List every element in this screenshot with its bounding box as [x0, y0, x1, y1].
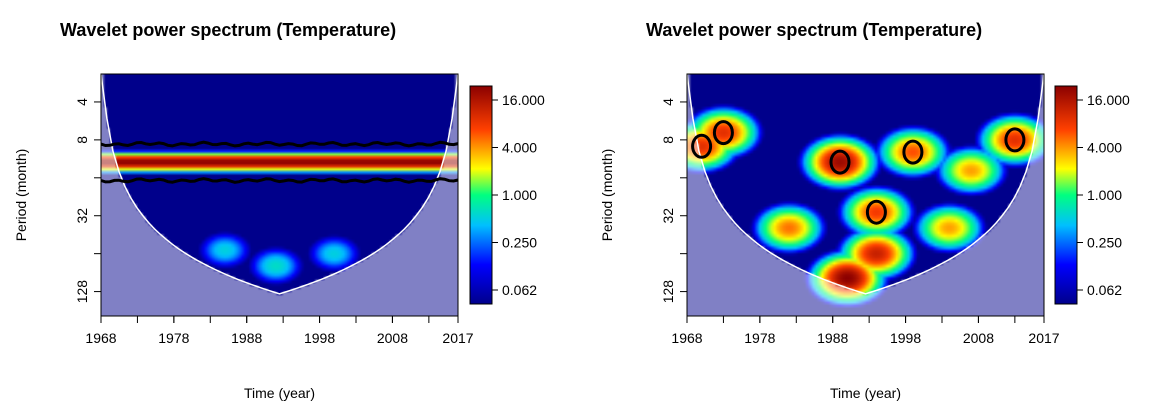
x-tick-label: 2008 — [963, 330, 994, 346]
significance-contour — [100, 177, 459, 184]
significance-contour — [902, 139, 924, 165]
x-tick-label: 1998 — [304, 330, 335, 346]
x-tick-label: 1968 — [671, 330, 702, 346]
y-tick-label: 32 — [74, 208, 90, 224]
x-tick-label: 1968 — [85, 330, 116, 346]
chart-title: Wavelet power spectrum (Temperature) — [646, 20, 982, 40]
x-axis-label: Time (year) — [830, 385, 901, 401]
cone-of-influence — [686, 73, 1045, 295]
panel-2: Wavelet power spectrum (Temperature) 1968… — [599, 20, 1130, 401]
cone-of-influence — [100, 73, 459, 295]
x-tick-label: 1998 — [890, 330, 921, 346]
y-tick-label: 4 — [74, 98, 90, 106]
x-tick-label: 1988 — [817, 330, 848, 346]
colorbar-label: 0.250 — [1087, 235, 1122, 251]
significance-contour — [712, 120, 734, 146]
y-tick-label: 32 — [660, 208, 676, 224]
y-axis-label: Period (month) — [599, 149, 615, 242]
significance-contour — [829, 149, 851, 175]
colorbar-label: 1.000 — [1087, 187, 1122, 203]
colorbar-label: 1.000 — [502, 187, 537, 203]
x-axis-label: Time (year) — [244, 385, 315, 401]
colorbar-label: 0.250 — [502, 235, 537, 251]
heatmap-raster — [687, 74, 1044, 316]
colorbar-label: 16.000 — [1087, 92, 1130, 108]
y-tick-label: 128 — [74, 280, 90, 304]
colorbar-label: 16.000 — [502, 92, 545, 108]
significance-contour — [1004, 127, 1026, 153]
significance-contour — [100, 140, 459, 148]
y-tick-label: 8 — [660, 136, 676, 144]
colorbar — [1054, 85, 1078, 305]
x-tick-label: 2017 — [442, 330, 473, 346]
colorbar-label: 0.062 — [502, 282, 537, 298]
x-tick-label: 1978 — [158, 330, 189, 346]
panel-1: Wavelet power spectrum (Temperature) 1968… — [13, 20, 545, 401]
colorbar-label: 4.000 — [502, 140, 537, 156]
x-tick-label: 1978 — [744, 330, 775, 346]
x-tick-label: 2017 — [1028, 330, 1059, 346]
colorbar-label: 0.062 — [1087, 282, 1122, 298]
y-tick-label: 4 — [660, 98, 676, 106]
x-tick-label: 2008 — [377, 330, 408, 346]
y-tick-label: 128 — [660, 280, 676, 304]
x-tick-label: 1988 — [231, 330, 262, 346]
chart-title: Wavelet power spectrum (Temperature) — [60, 20, 396, 40]
colorbar — [469, 85, 493, 305]
colorbar-label: 4.000 — [1087, 140, 1122, 156]
y-tick-label: 8 — [74, 136, 90, 144]
significance-contour — [865, 199, 887, 225]
significance-contour — [691, 133, 713, 159]
y-axis-label: Period (month) — [13, 149, 29, 242]
heatmap-raster — [101, 74, 458, 316]
